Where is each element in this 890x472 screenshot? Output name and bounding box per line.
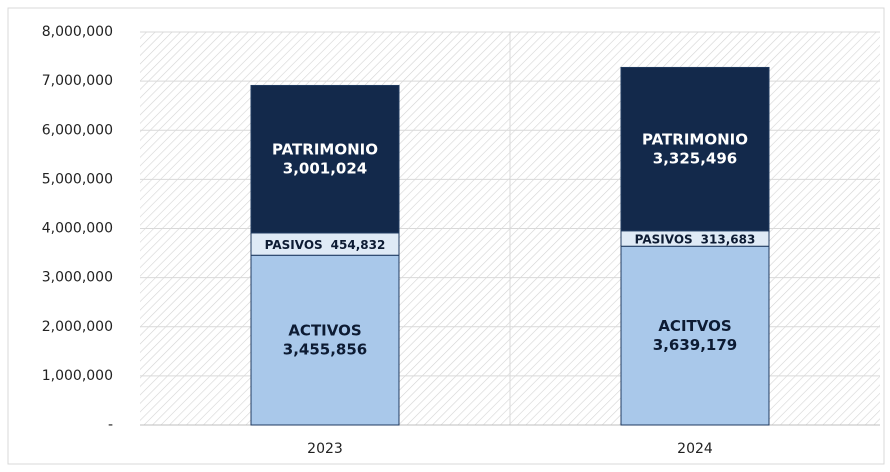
x-tick-label: 2024 [677,441,713,457]
bar-segment [250,254,400,426]
y-tick-label: 6,000,000 [42,122,113,138]
x-tick-label: 2023 [307,441,343,457]
data-label: 313,683 [701,232,756,246]
y-tick-label: 1,000,000 [42,368,113,384]
bar-segment [250,84,400,234]
segment-name: PASIVOS [635,232,693,246]
data-label: 3,639,179 [653,336,737,354]
data-label: 454,832 [331,238,386,252]
y-tick-label: 3,000,000 [42,270,113,286]
bar-segment [620,245,770,426]
segment-name: PASIVOS 454,832 [265,238,386,252]
data-label: 3,325,496 [653,150,737,168]
segment-name: ACITVOS [658,317,731,335]
data-label: 3,455,856 [283,341,367,359]
y-tick-label: 5,000,000 [42,171,113,187]
segment-name: PASIVOS [265,238,323,252]
segment-name: PASIVOS 313,683 [635,232,756,246]
data-label: 3,001,024 [283,160,367,178]
y-tick-label: - [108,417,113,433]
y-tick-label: 8,000,000 [42,24,113,40]
y-tick-label: 2,000,000 [42,319,113,335]
segment-name: PATRIMONIO [272,141,378,159]
y-tick-label: 4,000,000 [42,221,113,237]
segment-name: ACTIVOS [288,322,361,340]
segment-name: PATRIMONIO [642,131,748,149]
y-tick-label: 7,000,000 [42,73,113,89]
bar-segment [620,66,770,232]
